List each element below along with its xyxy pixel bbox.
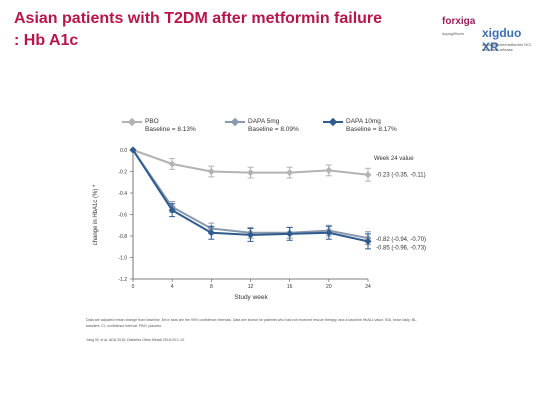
data-point-dapa10 [207, 229, 215, 237]
y-tick-label: 0.0 [120, 148, 127, 154]
x-tick-label: 24 [365, 284, 371, 290]
logo-xigduo-sub: dapagliflozin/metformin HCl extended-rel… [482, 42, 531, 52]
y-tick-label: -1.2 [118, 277, 127, 283]
x-axis-label: Study week [234, 294, 268, 301]
legend-baseline-dapa5: Baseline = 8.09% [248, 126, 299, 133]
logo-xigduo: xigduo XR [482, 26, 522, 54]
legend-label-pbo: PBO [145, 118, 159, 125]
data-point-dapa10 [129, 146, 137, 154]
chart-marks: -0.23 (-0.35, -0.11) -0.82 (-0.94, -0.70)… [129, 146, 426, 251]
data-point-pbo [325, 166, 333, 174]
legend-label-dapa5: DAPA 5mg [248, 118, 280, 125]
y-axis-label: change in HbA1c (%) * [93, 184, 99, 245]
data-point-dapa10 [325, 229, 333, 237]
x-tick-label: 8 [210, 284, 213, 290]
legend-item-dapa5: DAPA 5mg Baseline = 8.09% [225, 118, 299, 134]
x-tick-label: 0 [132, 284, 135, 290]
legend-baseline-dapa10: Baseline = 8.17% [346, 126, 397, 133]
y-tick-label: -0.2 [118, 170, 127, 176]
end-label-dapa10: -0.85 (-0.96, -0.73) [376, 245, 426, 251]
data-point-pbo [246, 169, 255, 177]
reference: Yang W, et al. ADA 2016; Diabetes Obes M… [86, 338, 186, 342]
legend-item-dapa10: DAPA 10mg Baseline = 8.17% [323, 118, 397, 134]
legend-swatch-dapa10 [323, 121, 343, 123]
legend-baseline-pbo: Baseline = 8.13% [145, 126, 196, 133]
end-label-dapa5: -0.82 (-0.94, -0.70) [376, 237, 426, 243]
legend-swatch-pbo [122, 121, 142, 123]
y-tick-label: -0.8 [118, 234, 127, 240]
data-point-pbo [364, 171, 372, 179]
legend-item-pbo: PBO Baseline = 8.13% [122, 118, 196, 134]
end-label-pbo: -0.23 (-0.35, -0.11) [376, 173, 426, 179]
legend-label-dapa10: DAPA 10mg [346, 118, 381, 125]
brand-logo: forxiga dapagliflozin xigduo XR dapaglif… [436, 8, 536, 56]
data-point-pbo [168, 160, 176, 168]
data-point-dapa10 [168, 206, 176, 214]
data-point-dapa10 [364, 237, 372, 245]
x-tick-label: 16 [287, 284, 293, 290]
footnote: Data are adjusted mean change from basel… [86, 318, 418, 328]
chart-axes: 0.0 -0.2 -0.4 -0.6 -0.8 -1.0 -1.2 0 4 8 12 16 20 24 [118, 148, 371, 290]
week24-header: Week 24 value [374, 156, 414, 162]
y-tick-label: -1.0 [118, 256, 127, 262]
title-line-1: Asian patients with T2DM after metformin… [14, 10, 383, 27]
data-point-pbo [286, 169, 294, 177]
title-line-2: : Hb A1c [14, 32, 79, 49]
x-tick-label: 20 [326, 284, 332, 290]
logo-forxiga-sub: dapagliflozin [442, 31, 465, 36]
chart-legend: PBO Baseline = 8.13% DAPA 5mg Baseline =… [0, 118, 540, 144]
x-tick-label: 4 [171, 284, 174, 290]
data-point-pbo [207, 167, 215, 176]
logo-forxiga: forxiga [442, 16, 476, 27]
data-point-dapa10 [246, 231, 255, 239]
y-tick-label: -0.6 [118, 213, 127, 219]
y-tick-label: -0.4 [118, 191, 127, 197]
legend-swatch-dapa5 [225, 121, 245, 123]
x-tick-label: 12 [248, 284, 254, 290]
slide-title: Asian patients with T2DM after metformin… [14, 8, 404, 52]
data-point-dapa10 [286, 230, 294, 238]
